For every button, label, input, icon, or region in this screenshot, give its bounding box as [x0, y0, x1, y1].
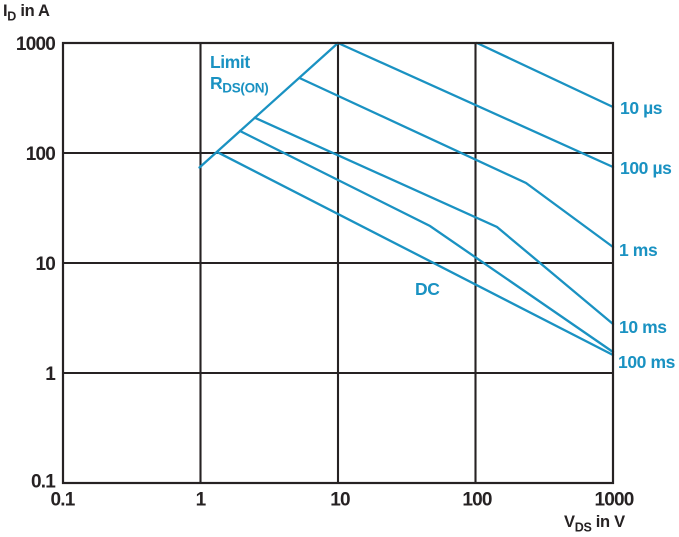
svg-text:1: 1 — [196, 489, 207, 510]
svg-text:10 ms: 10 ms — [619, 317, 667, 337]
svg-text:1 ms: 1 ms — [619, 240, 658, 260]
svg-text:0.1: 0.1 — [31, 472, 56, 493]
svg-text:10: 10 — [35, 254, 55, 275]
svg-text:Limit: Limit — [210, 52, 250, 72]
svg-text:1000: 1000 — [16, 34, 55, 55]
svg-text:RDS(ON): RDS(ON) — [210, 73, 268, 96]
svg-text:100: 100 — [462, 489, 492, 510]
svg-text:1000: 1000 — [594, 489, 633, 510]
svg-text:0.1: 0.1 — [50, 489, 75, 510]
svg-text:DC: DC — [415, 279, 440, 299]
svg-text:100 µs: 100 µs — [620, 158, 672, 178]
svg-text:1: 1 — [45, 364, 56, 385]
svg-text:100 ms: 100 ms — [618, 352, 676, 372]
svg-text:100: 100 — [26, 144, 56, 165]
svg-text:VDS in V: VDS in V — [564, 513, 625, 535]
svg-text:10 µs: 10 µs — [620, 98, 663, 118]
svg-text:10: 10 — [330, 489, 350, 510]
svg-text:ID in A: ID in A — [3, 2, 50, 24]
